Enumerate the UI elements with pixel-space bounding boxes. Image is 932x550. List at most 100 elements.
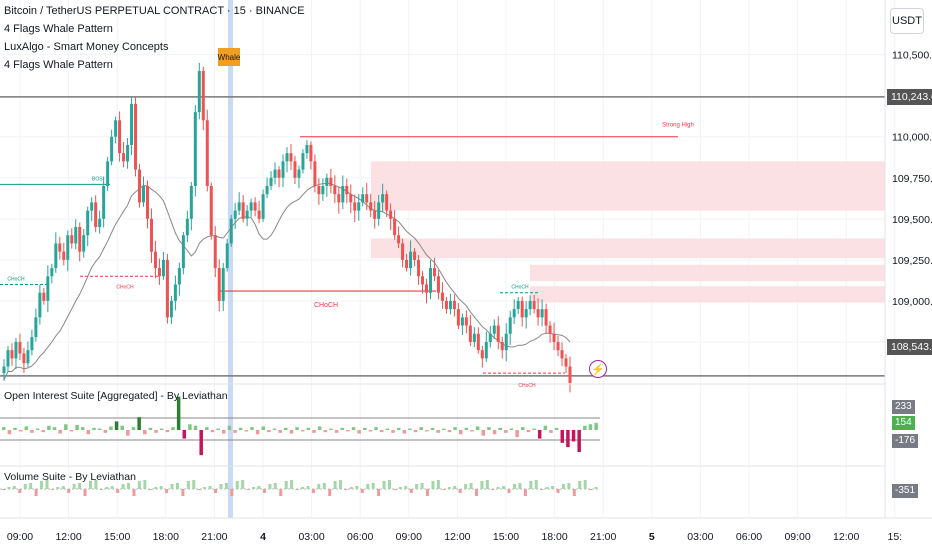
time-tick-label: 12:00 (833, 531, 859, 543)
oi-bar (64, 424, 68, 430)
oi-bar (86, 430, 91, 435)
oi-bar (103, 430, 108, 433)
oi-bar (385, 428, 390, 430)
volume-bar (203, 487, 207, 489)
volume-bar (219, 484, 223, 489)
volume-bar (61, 486, 65, 489)
volume-bar (518, 483, 522, 489)
oi-bar (47, 425, 51, 430)
candle-body (189, 185, 193, 219)
oi-bar (159, 428, 164, 430)
candle-body (42, 292, 46, 301)
oi-bar (205, 427, 209, 430)
volume-bar (349, 487, 353, 489)
candle-body (464, 317, 468, 326)
oi-bar (222, 430, 226, 434)
volume-bar (540, 489, 544, 490)
oi-bar (498, 427, 502, 430)
volume-bar (279, 489, 283, 496)
volume-bar (578, 481, 582, 489)
oi-bar (171, 427, 175, 430)
candle-body (265, 185, 269, 195)
volume-bar (246, 489, 250, 490)
oi-bar (374, 427, 378, 430)
oi-bar (188, 424, 192, 430)
candle-body (229, 218, 233, 244)
oi-bar (363, 427, 367, 430)
candle-body (6, 350, 10, 367)
volume-bar (83, 489, 87, 496)
candle-body (2, 366, 6, 374)
candle-body (397, 235, 401, 244)
indicator-label-3[interactable]: 4 Flags Whale Pattern (4, 59, 113, 71)
oi-bar (58, 430, 62, 434)
candles (2, 62, 572, 393)
indicator-label-2[interactable]: LuxAlgo - Smart Money Concepts (4, 41, 169, 53)
whale-flag-marker[interactable]: Whale (218, 48, 240, 66)
candle-body (118, 120, 122, 154)
candle-body (325, 177, 329, 186)
oi-value-tag-2: 154 (892, 416, 915, 430)
lightning-bolt-icon[interactable]: ⚡ (589, 360, 607, 378)
volume-bar (589, 489, 593, 490)
candle-body (321, 185, 325, 195)
volume-bar (105, 487, 109, 489)
candle-body (337, 194, 341, 203)
volume-title[interactable]: Volume Suite - By Leviathan (4, 471, 136, 483)
open-interest-title[interactable]: Open Interest Suite [Aggregated] - By Le… (4, 390, 228, 402)
candle-body (488, 333, 492, 342)
volume-bar (110, 486, 114, 489)
candle-body (181, 235, 185, 269)
volume-bar (284, 481, 288, 489)
candle-body (552, 333, 556, 342)
time-tick-label: 5 (649, 531, 655, 543)
candle-body (165, 259, 169, 318)
volume-bar (67, 489, 71, 493)
oi-bar (588, 424, 593, 430)
volume-bar (132, 489, 136, 496)
candle-body (245, 210, 249, 219)
volume-bar (88, 481, 92, 489)
indicator-label-1[interactable]: 4 Flags Whale Pattern (4, 23, 113, 35)
oi-bar (306, 427, 311, 430)
candle-body (413, 251, 417, 260)
candle-body (520, 300, 524, 318)
oi-bar (594, 422, 598, 430)
currency-button[interactable]: USDT (890, 8, 924, 34)
oi-bar (408, 428, 412, 430)
volume-bar (197, 489, 201, 490)
candle-body (66, 235, 70, 260)
oi-bar (52, 427, 57, 430)
candle-body (26, 350, 30, 364)
volume-bar (393, 489, 397, 490)
candle-body (22, 353, 26, 364)
candle-body (480, 350, 484, 359)
volume-bar (409, 489, 413, 493)
oi-bar (413, 430, 418, 433)
candle-body (34, 317, 38, 338)
candle-body (393, 218, 397, 236)
candle-body (257, 210, 261, 219)
oi-bar (368, 430, 373, 432)
volume-bar (567, 483, 571, 489)
candle-body (417, 259, 421, 277)
volume-bar (235, 481, 239, 489)
oi-bar (515, 430, 519, 438)
oi-bar (35, 428, 40, 430)
volume-bar (99, 489, 103, 490)
oi-bar (357, 430, 361, 434)
oi-bar (272, 428, 277, 430)
price-level-tag-high: 110,243.0 (887, 89, 932, 105)
structure-lines (0, 96, 885, 377)
volume-bar (78, 483, 82, 489)
volume-bar (442, 489, 446, 490)
volume-bar (295, 489, 299, 490)
vwap-line (3, 182, 571, 380)
candle-body (401, 243, 405, 260)
volume-bar (328, 489, 332, 496)
oi-bar (41, 430, 45, 433)
volume-bar (192, 480, 196, 489)
oi-bar (250, 427, 254, 430)
